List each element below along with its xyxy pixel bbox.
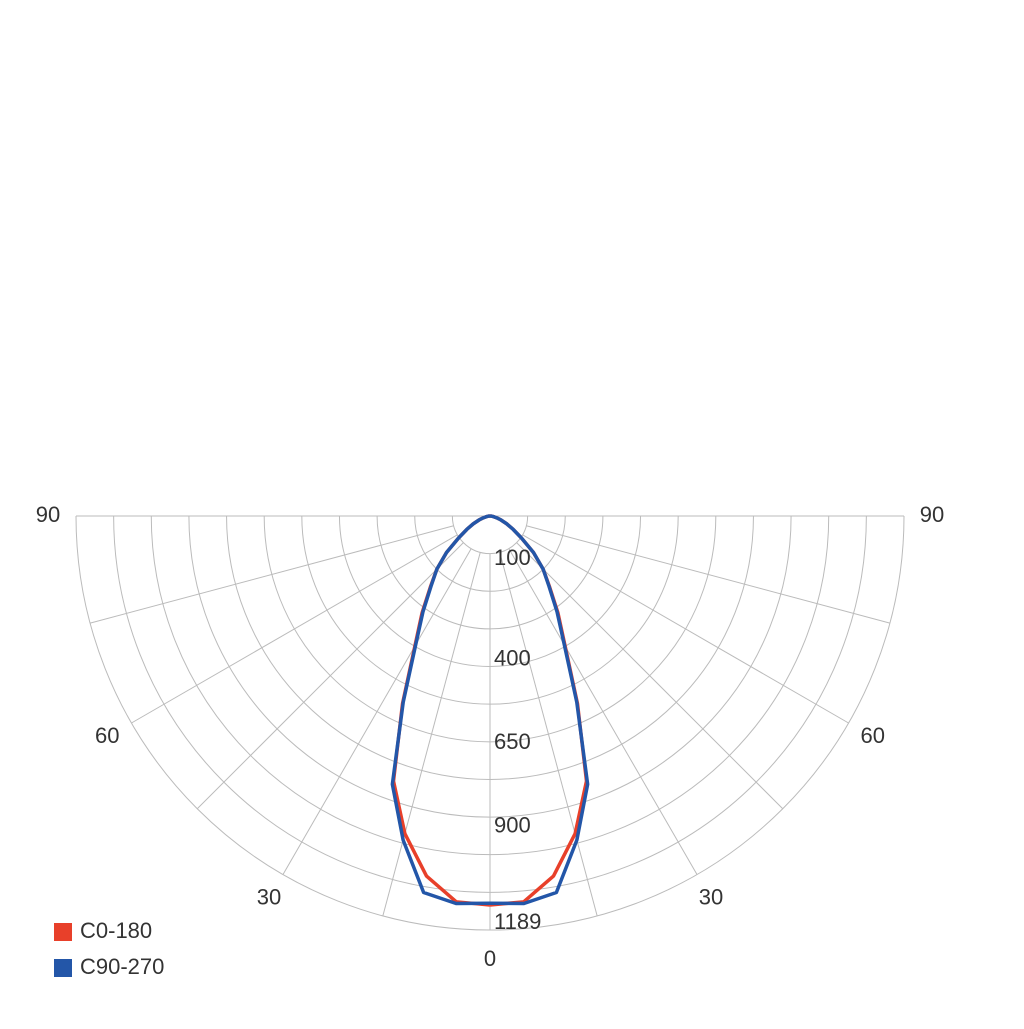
- r-tick-label: 650: [494, 729, 531, 754]
- spoke: [382, 552, 481, 917]
- r-tick-label: 1189: [494, 909, 541, 934]
- angle-label: 90: [36, 502, 60, 527]
- spoke: [522, 534, 849, 724]
- spoke: [499, 552, 598, 917]
- r-tick-label: 100: [494, 545, 531, 570]
- spoke: [508, 548, 698, 875]
- curve: [390, 514, 491, 906]
- legend-swatch: [54, 959, 72, 977]
- legend-swatch: [54, 923, 72, 941]
- ring: [451, 515, 529, 554]
- angle-label: 90: [920, 502, 944, 527]
- r-tick-label: 900: [494, 812, 531, 837]
- spoke: [196, 542, 464, 810]
- angle-label: 60: [861, 723, 885, 748]
- spoke: [131, 534, 458, 724]
- spoke: [89, 525, 454, 624]
- spoke: [526, 525, 891, 624]
- angle-label: 30: [257, 885, 281, 910]
- legend-label: C90-270: [80, 954, 164, 979]
- angle-label: 30: [699, 885, 723, 910]
- spoke: [282, 548, 472, 875]
- r-tick-label: 400: [494, 645, 531, 670]
- angle-label: 60: [95, 723, 119, 748]
- spoke: [516, 542, 784, 810]
- legend-label: C0-180: [80, 918, 152, 943]
- curve: [489, 514, 590, 906]
- angle-label: 0: [484, 946, 496, 971]
